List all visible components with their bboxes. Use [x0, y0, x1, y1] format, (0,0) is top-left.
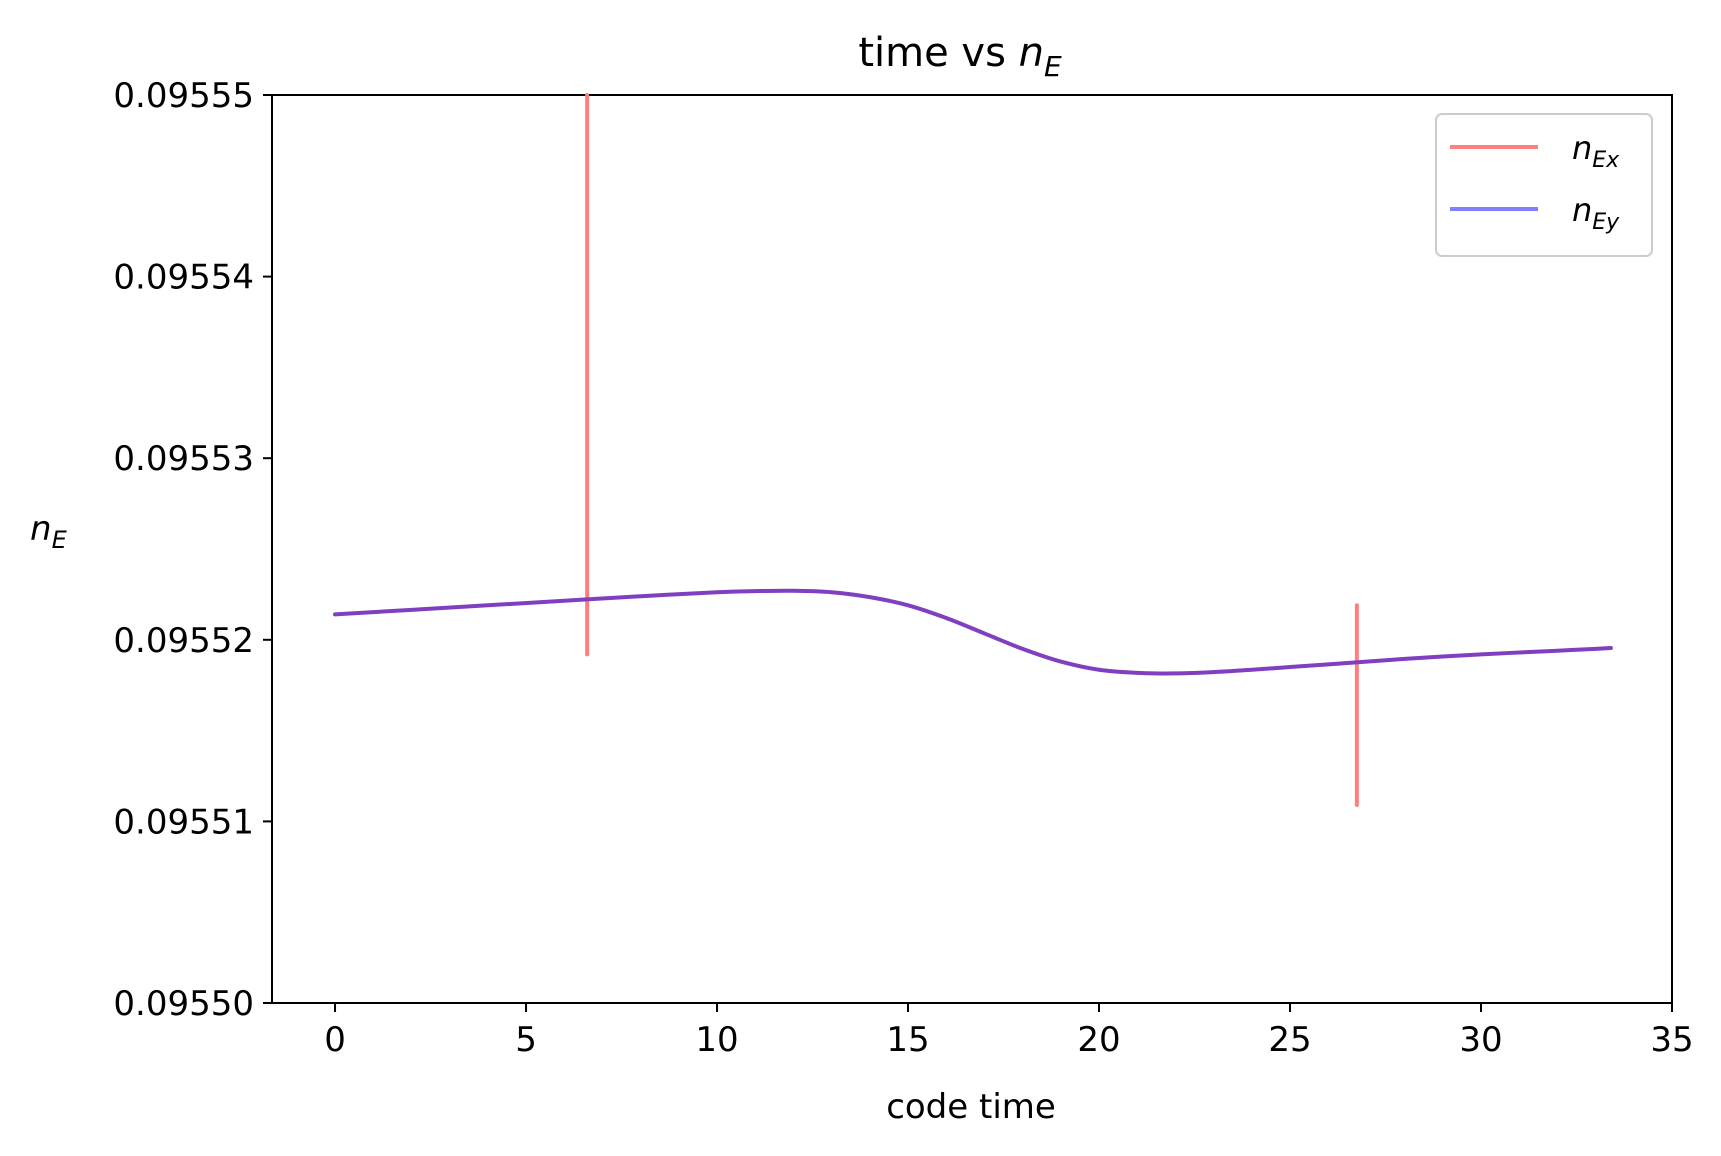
x-tick-label: 5	[515, 1020, 537, 1060]
plot-area	[271, 94, 1673, 1004]
y-tick-label: 0.09552	[113, 621, 254, 661]
y-tick-label: 0.09555	[113, 76, 254, 116]
y-tick-label: 0.09550	[113, 984, 254, 1024]
x-tick-label: 30	[1459, 1020, 1502, 1060]
x-tick-label: 35	[1650, 1020, 1693, 1060]
data-layer	[333, 93, 1613, 808]
x-axis: 0 5 10 15 20 25 30 35	[324, 1003, 1694, 1060]
x-tick-label: 20	[1077, 1020, 1120, 1060]
x-tick-label: 0	[324, 1020, 346, 1060]
legend-label-ney: nEy	[1572, 191, 1620, 235]
legend-box	[1435, 113, 1653, 257]
chart-title: time vs nE	[858, 30, 1062, 83]
y-tick-label: 0.09551	[113, 802, 254, 842]
x-tick-label: 10	[695, 1020, 738, 1060]
ney-line	[333, 588, 1613, 676]
x-axis-label: code time	[886, 1087, 1056, 1127]
y-axis: 0.09550 0.09551 0.09552 0.09553 0.09554 0.095…	[113, 76, 272, 1024]
x-tick-label: 25	[1268, 1020, 1311, 1060]
legend: nEx nEy	[1435, 113, 1653, 257]
y-tick-label: 0.09554	[113, 258, 254, 298]
x-tick-label: 15	[886, 1020, 929, 1060]
y-tick-label: 0.09553	[113, 439, 254, 479]
y-axis-label: nE	[30, 509, 68, 554]
legend-label-nex: nEx	[1572, 129, 1620, 173]
